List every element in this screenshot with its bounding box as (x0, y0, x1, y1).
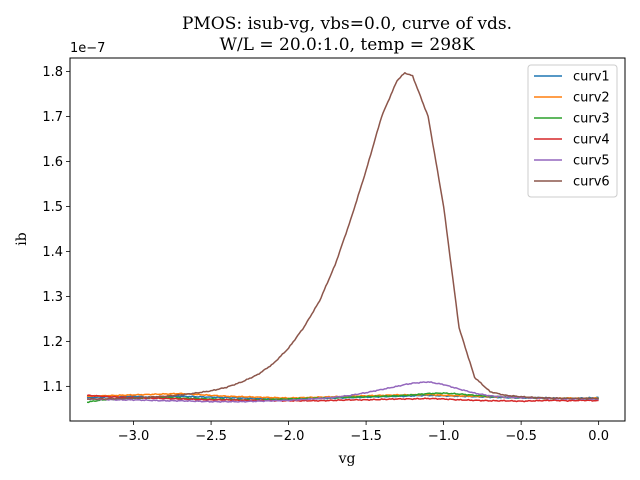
y-tick-label: 1.3 (42, 290, 63, 305)
y-tick-label: 1.5 (42, 200, 63, 215)
x-tick-label: −2.0 (273, 429, 305, 444)
legend-label-curv1: curv1 (573, 70, 610, 85)
x-tick-label: −1.5 (350, 429, 382, 444)
series-line-curv5 (86, 381, 599, 403)
x-tick-label: −1.0 (428, 429, 460, 444)
legend: curv1 curv2 curv3 curv4 curv5 curv6 (527, 64, 618, 198)
x-axis: −3.0 −2.5 −2.0 −1.5 −1.0 −0.5 0.0 (118, 421, 609, 444)
y-tick-label: 1.8 (42, 65, 63, 80)
legend-label-curv2: curv2 (573, 91, 610, 106)
y-tick-label: 1.6 (42, 155, 63, 170)
y-tick-label: 1.4 (42, 245, 63, 260)
y-axis-label: ib (14, 232, 30, 245)
x-tick-label: 0.0 (588, 429, 609, 444)
x-tick-label: −0.5 (505, 429, 537, 444)
series-line-curv6 (87, 71, 599, 401)
x-axis-label: vg (338, 451, 356, 467)
chart-title-line2: W/L = 20.0:1.0, temp = 298K (219, 35, 474, 55)
x-tick-label: −2.5 (195, 429, 227, 444)
plot-area-frame (69, 57, 626, 422)
series-layer (86, 71, 600, 404)
chart-title-line1: PMOS: isub-vg, vbs=0.0, curve of vds. (182, 14, 512, 34)
legend-box (527, 64, 618, 198)
y-offset-text: 1e−7 (70, 41, 105, 56)
y-tick-label: 1.2 (42, 335, 63, 350)
series-line-curv4 (86, 394, 599, 403)
y-axis: 1.1 1.2 1.3 1.4 1.5 1.6 1.7 1.8 (42, 65, 70, 395)
y-tick-label: 1.7 (42, 110, 63, 125)
legend-label-curv5: curv5 (573, 154, 610, 169)
legend-label-curv3: curv3 (573, 112, 610, 127)
y-tick-label: 1.1 (42, 380, 63, 395)
legend-label-curv4: curv4 (573, 133, 610, 148)
x-tick-label: −3.0 (118, 429, 150, 444)
legend-label-curv6: curv6 (573, 175, 610, 190)
